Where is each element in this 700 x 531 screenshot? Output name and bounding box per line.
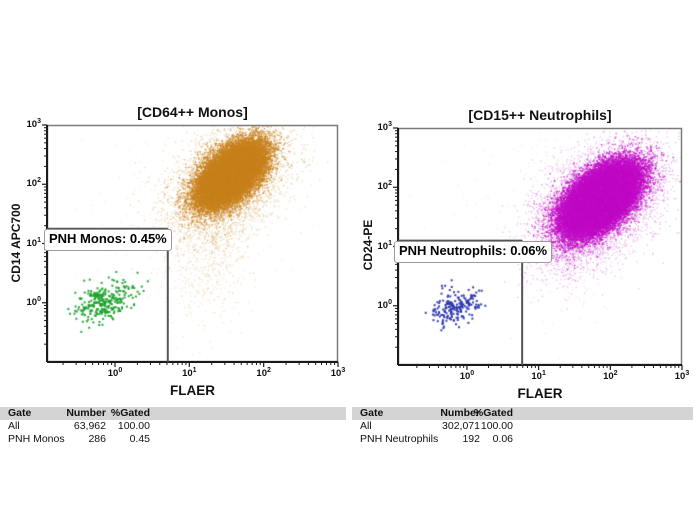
table-row: PNH Neutrophils 192 0.06 bbox=[352, 433, 693, 446]
pgated-cell: 100.00 bbox=[117, 420, 150, 432]
header-pgated: %Gated bbox=[110, 407, 150, 419]
y-tick-label: 100 bbox=[26, 295, 41, 308]
y-tick-label: 101 bbox=[377, 239, 392, 252]
header-number: Number bbox=[66, 407, 106, 419]
x-tick-label: 103 bbox=[330, 366, 346, 379]
plot-title-monos: [CD64++ Monos] bbox=[137, 104, 248, 120]
x-tick-label: 101 bbox=[182, 366, 197, 379]
table-row: All 302,071 100.00 bbox=[352, 420, 693, 433]
x-axis-label-neutrophils: FLAER bbox=[517, 386, 563, 401]
x-tick-label: 102 bbox=[603, 369, 618, 382]
y-tick-label: 103 bbox=[26, 117, 41, 130]
gate-name-cell: All bbox=[8, 420, 20, 432]
header-gate: Gate bbox=[360, 407, 384, 419]
x-tick-label: 100 bbox=[107, 366, 123, 379]
gate-name-cell: PNH Monos bbox=[8, 433, 65, 445]
x-tick-label: 102 bbox=[256, 366, 271, 379]
x-tick-label: 103 bbox=[674, 369, 690, 382]
gate-label-pnh-monos: PNH Monos: 0.45% bbox=[44, 229, 172, 251]
table-header-band bbox=[352, 407, 693, 420]
number-cell: 63,962 bbox=[73, 420, 106, 432]
x-tick-label: 101 bbox=[531, 369, 546, 382]
number-cell: 302,071 bbox=[442, 420, 480, 432]
header-gate: Gate bbox=[8, 407, 32, 419]
header-pgated: %Gated bbox=[473, 407, 513, 419]
table-body: All 63,962 100.00 PNH Monos 286 0.45 bbox=[0, 420, 346, 446]
pgated-cell: 100.00 bbox=[480, 420, 513, 432]
gate-label-pnh-neutrophils: PNH Neutrophils: 0.06% bbox=[394, 241, 553, 263]
gate-name-cell: All bbox=[360, 420, 372, 432]
header-number: Number bbox=[440, 407, 480, 419]
table-row: PNH Monos 286 0.45 bbox=[0, 433, 346, 446]
y-tick-label: 100 bbox=[377, 298, 392, 311]
pgated-cell: 0.06 bbox=[492, 433, 513, 445]
gate-name-cell: PNH Neutrophils bbox=[360, 433, 439, 445]
table-header-band bbox=[0, 407, 346, 420]
plot-title-neutrophils: [CD15++ Neutrophils] bbox=[468, 107, 612, 123]
stats-table-neutrophils: Gate Number %Gated All 302,071 100.00 PNH N… bbox=[352, 407, 693, 446]
stats-table-monos: Gate Number %Gated All 63,962 100.00 PNH Mo… bbox=[0, 407, 346, 446]
table-row: All 63,962 100.00 bbox=[0, 420, 346, 433]
table-header-row: Gate Number %Gated bbox=[0, 407, 346, 420]
y-tick-label: 102 bbox=[26, 177, 41, 190]
number-cell: 192 bbox=[462, 433, 480, 445]
table-header-row: Gate Number %Gated bbox=[352, 407, 693, 420]
pgated-cell: 0.45 bbox=[129, 433, 150, 445]
x-axis-label-monos: FLAER bbox=[170, 383, 215, 398]
y-tick-label: 103 bbox=[377, 120, 392, 133]
y-tick-label: 101 bbox=[26, 236, 41, 249]
y-tick-label: 102 bbox=[377, 180, 392, 193]
x-tick-label: 100 bbox=[459, 369, 475, 382]
number-cell: 286 bbox=[88, 433, 106, 445]
table-body: All 302,071 100.00 PNH Neutrophils 192 0.06 bbox=[352, 420, 693, 446]
